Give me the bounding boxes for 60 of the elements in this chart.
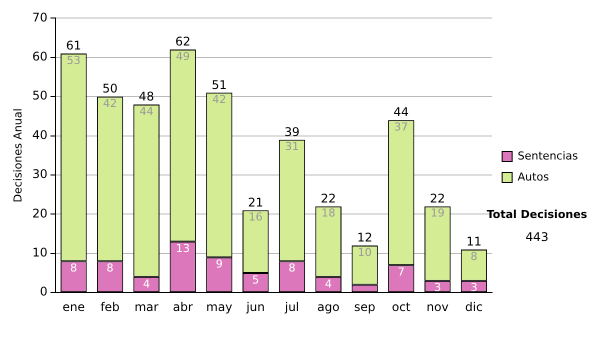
x-tick-label: ene xyxy=(62,300,85,314)
total-label: 22 xyxy=(320,191,336,206)
y-axis-title: Decisiones Anual xyxy=(11,108,24,202)
data-label: 44 xyxy=(139,104,154,118)
total-label: 50 xyxy=(102,82,118,96)
x-tick-label: feb xyxy=(100,300,120,314)
x-tick-label: dic xyxy=(465,300,483,314)
y-tick-label: 70 xyxy=(32,10,48,24)
y-tick-label: 20 xyxy=(32,206,48,220)
total-label: 22 xyxy=(430,191,446,206)
data-label: 5 xyxy=(252,273,260,286)
y-tick-label: 30 xyxy=(32,167,48,182)
total-label: 62 xyxy=(175,34,190,49)
data-label: 9 xyxy=(216,258,223,271)
y-tick-label: 10 xyxy=(32,246,48,260)
data-label: 8 xyxy=(470,250,478,263)
data-label: 18 xyxy=(321,206,336,220)
data-label: 10 xyxy=(358,246,372,259)
data-label: 3 xyxy=(470,281,478,294)
x-tick-label: may xyxy=(206,300,232,314)
data-label: 4 xyxy=(142,277,150,290)
x-tick-label: nov xyxy=(426,300,449,314)
total-label: 61 xyxy=(66,38,82,53)
data-label: 8 xyxy=(106,262,114,275)
total-label: 44 xyxy=(394,105,409,120)
x-tick-label: abr xyxy=(172,300,193,314)
text: 443 xyxy=(524,230,550,244)
annotation: Total Decisiones xyxy=(486,208,588,221)
total-label: 21 xyxy=(248,195,264,210)
total-label: 48 xyxy=(138,90,154,104)
data-label: 13 xyxy=(176,242,190,255)
legend-label: Sentencias xyxy=(518,149,578,162)
x-tick-label: mar xyxy=(134,300,158,314)
x-tick-label: sep xyxy=(354,300,376,314)
data-label: 42 xyxy=(212,93,226,106)
data-label: 16 xyxy=(248,210,263,224)
x-tick-label: oct xyxy=(392,300,411,314)
y-tick-label: 0 xyxy=(40,284,48,299)
total-label: 51 xyxy=(212,78,227,92)
data-label: 49 xyxy=(176,50,190,63)
legend-label: Autos xyxy=(518,170,550,184)
data-label: 37 xyxy=(394,120,408,134)
data-label: 19 xyxy=(430,206,445,220)
data-label: 3 xyxy=(434,281,442,294)
y-tick-label: 60 xyxy=(32,50,48,64)
total-label: 11 xyxy=(466,234,482,249)
total-label: 12 xyxy=(357,230,372,245)
data-label: 42 xyxy=(103,96,118,110)
data-label: 53 xyxy=(66,54,81,67)
x-tick-label: jul xyxy=(284,300,300,314)
data-label: 8 xyxy=(288,262,296,275)
y-tick-label: 50 xyxy=(32,88,48,103)
data-label: 7 xyxy=(398,266,405,279)
x-tick-label: ago xyxy=(317,300,340,314)
y-tick-label: 40 xyxy=(32,128,48,142)
x-tick-label: jun xyxy=(245,300,265,314)
total-label: 39 xyxy=(284,124,300,139)
data-label: 8 xyxy=(70,262,78,275)
data-label: 4 xyxy=(324,277,332,290)
data-label: 31 xyxy=(285,140,300,154)
